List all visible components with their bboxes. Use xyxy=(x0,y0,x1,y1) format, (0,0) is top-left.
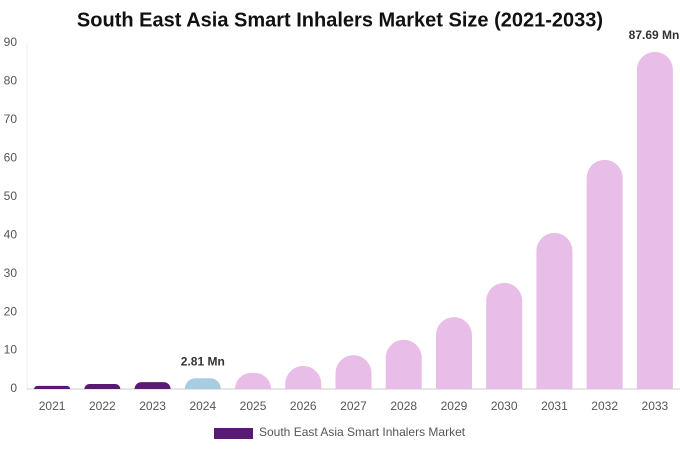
y-tick-label: 0 xyxy=(10,381,17,395)
x-tick-label: 2024 xyxy=(189,399,216,413)
bar xyxy=(636,51,673,389)
bar xyxy=(536,232,573,389)
x-tick-label: 2026 xyxy=(290,399,317,413)
bar xyxy=(285,365,322,389)
bar xyxy=(385,339,422,389)
x-tick-label: 2028 xyxy=(390,399,417,413)
value-label: 87.69 Mn xyxy=(629,28,680,42)
bar xyxy=(586,159,623,389)
x-tick-label: 2022 xyxy=(89,399,116,413)
bar xyxy=(486,282,523,389)
chart-title: South East Asia Smart Inhalers Market Si… xyxy=(77,9,603,31)
x-tick-label: 2031 xyxy=(541,399,568,413)
y-tick-label: 10 xyxy=(4,343,18,357)
y-tick-label: 50 xyxy=(4,189,18,203)
x-tick-label: 2032 xyxy=(591,399,618,413)
bar xyxy=(134,382,171,389)
y-tick-label: 70 xyxy=(4,112,18,126)
x-tick-label: 2025 xyxy=(240,399,267,413)
bar xyxy=(34,385,71,389)
x-tick-label: 2033 xyxy=(642,399,669,413)
y-tick-label: 20 xyxy=(4,304,18,318)
legend-label: South East Asia Smart Inhalers Market xyxy=(259,425,466,439)
x-tick-label: 2021 xyxy=(39,399,66,413)
y-tick-label: 40 xyxy=(4,227,18,241)
x-tick-label: 2029 xyxy=(441,399,468,413)
bar xyxy=(184,378,221,389)
bar xyxy=(435,317,472,389)
y-tick-label: 90 xyxy=(4,35,18,49)
x-tick-label: 2023 xyxy=(139,399,166,413)
value-label: 2.81 Mn xyxy=(181,354,225,368)
bar xyxy=(84,384,121,389)
bar xyxy=(335,355,372,389)
y-tick-label: 30 xyxy=(4,266,18,280)
bar xyxy=(235,372,272,389)
y-tick-label: 80 xyxy=(4,74,18,88)
x-tick-label: 2027 xyxy=(340,399,367,413)
y-tick-label: 60 xyxy=(4,151,18,165)
x-tick-label: 2030 xyxy=(491,399,518,413)
legend-swatch xyxy=(214,428,253,439)
